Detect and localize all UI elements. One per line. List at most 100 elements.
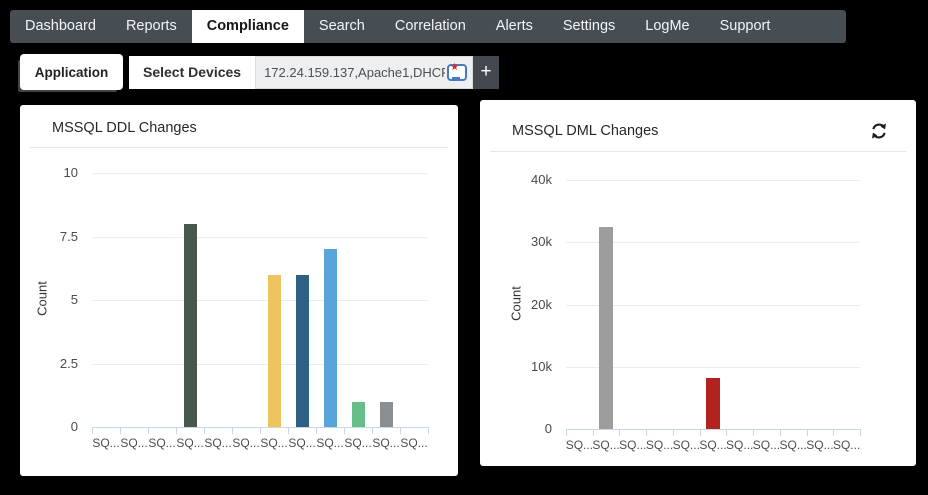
x-tick-mark — [592, 429, 594, 436]
x-category-label: SQ... — [832, 438, 861, 452]
bar[interactable] — [706, 377, 720, 429]
select-devices-button[interactable]: Select Devices — [129, 55, 256, 89]
panel-head: MSSQL DDL Changes — [20, 105, 458, 145]
main-nav: Dashboard Reports Compliance Search Corr… — [10, 10, 846, 43]
nav-tab-settings[interactable]: Settings — [562, 18, 616, 34]
x-tick-mark — [619, 429, 621, 436]
bar[interactable] — [295, 274, 309, 427]
x-tick-mark — [833, 429, 835, 436]
y-tick-label: 20k — [531, 296, 552, 312]
nav-tab-search[interactable]: Search — [318, 18, 365, 34]
y-tick-label: 2.5 — [59, 355, 78, 371]
x-category-label: SQ... — [400, 436, 428, 450]
bar[interactable] — [323, 249, 337, 427]
x-tick-mark — [726, 429, 728, 436]
x-tick-mark — [344, 427, 345, 434]
x-tick-mark — [646, 429, 648, 436]
y-tick-label: 40k — [531, 172, 552, 187]
y-tick-label: 30k — [531, 234, 552, 250]
x-category-label: SQ... — [288, 436, 316, 450]
x-tick-mark — [120, 427, 121, 434]
bar[interactable] — [379, 401, 393, 427]
panel-mssql-ddl-changes: MSSQL DDL Changes Count 0 2.5 5 7.5 10 SQ... SQ… — [20, 105, 458, 476]
nav-tab-correlation[interactable]: Correlation — [394, 18, 466, 34]
x-category-label: SQ... — [316, 436, 344, 450]
x-tick-mark — [176, 427, 177, 434]
gridline — [566, 180, 860, 181]
gridline — [92, 300, 428, 301]
gridline — [566, 366, 860, 368]
nav-tab-reports[interactable]: Reports — [125, 18, 177, 34]
x-tick-mark — [699, 429, 701, 436]
x-category-label: SQ... — [779, 438, 807, 452]
x-category-label: SQ... — [260, 436, 288, 450]
nav-tab-support[interactable]: Support — [719, 18, 771, 34]
bar-chart-dml: Count 0 10k 20k 30k 40k SQ... SQ... SQ... SQ... SQ… — [480, 152, 916, 466]
x-category-label: SQ... — [699, 438, 727, 452]
y-tick-label: 5 — [70, 292, 78, 307]
nav-tab-dashboard[interactable]: Dashboard — [25, 18, 96, 34]
x-tick-mark — [779, 429, 781, 436]
device-filter-value: 172.24.159.137,Apache1,DHCP-Wind — [264, 64, 445, 80]
x-category-label: SQ... — [752, 438, 781, 452]
x-tick-mark — [288, 427, 289, 434]
bar[interactable] — [183, 223, 197, 427]
bar[interactable] — [351, 401, 365, 427]
x-axis-line — [566, 429, 860, 430]
x-category-label: SQ... — [204, 436, 232, 450]
x-category-label: SQ... — [726, 438, 754, 452]
refresh-icon[interactable] — [870, 122, 888, 140]
x-tick-mark — [753, 429, 755, 436]
x-tick-mark — [260, 427, 261, 434]
nav-tab-alerts[interactable]: Alerts — [495, 18, 533, 34]
divider — [30, 147, 448, 148]
chart-title-dml: MSSQL DML Changes — [512, 122, 659, 139]
bar-chart-ddl: Count 0 2.5 5 7.5 10 SQ... SQ... SQ... SQ... SQ...… — [20, 153, 458, 476]
x-tick-mark — [232, 427, 233, 434]
x-tick-mark — [316, 427, 317, 434]
application-button[interactable]: Application — [20, 54, 123, 90]
x-tick-mark — [566, 429, 567, 436]
device-filter-input[interactable]: 172.24.159.137,Apache1,DHCP-Wind ★ — [255, 55, 474, 89]
filter-bar: Application Select Devices 172.24.159.13… — [20, 54, 500, 90]
x-tick-mark — [400, 427, 401, 434]
bar[interactable] — [267, 274, 281, 427]
x-category-label: SQ... — [672, 438, 700, 452]
gridline — [566, 304, 860, 306]
x-category-label: SQ... — [372, 436, 400, 450]
bar[interactable] — [599, 226, 614, 429]
gridline — [566, 242, 860, 244]
add-device-button[interactable]: + — [473, 55, 500, 89]
x-category-label: SQ... — [92, 436, 120, 450]
x-tick-mark — [860, 429, 861, 436]
y-tick-label: 0 — [70, 419, 78, 434]
x-category-label: SQ... — [148, 436, 176, 450]
y-tick-label: 10 — [63, 165, 78, 180]
x-category-label: SQ... — [592, 438, 620, 452]
chart-title-ddl: MSSQL DDL Changes — [52, 120, 197, 136]
gridline — [92, 173, 428, 174]
x-tick-mark — [672, 429, 674, 436]
divider — [490, 151, 906, 152]
device-group-star-icon[interactable]: ★ — [447, 62, 468, 81]
x-tick-mark — [204, 427, 205, 434]
x-category-label: SQ... — [120, 436, 148, 450]
x-category-label: SQ... — [344, 436, 372, 450]
x-category-label: SQ... — [232, 436, 260, 450]
panel-mssql-dml-changes: MSSQL DML Changes Count 0 10k 20k 30k 40k SQ..… — [480, 100, 916, 466]
gridline — [92, 236, 428, 238]
x-category-label: SQ... — [619, 438, 647, 452]
y-tick-label: 7.5 — [59, 228, 78, 244]
x-tick-mark — [92, 427, 93, 434]
x-category-label: SQ... — [176, 436, 204, 450]
y-tick-label: 0 — [544, 421, 552, 436]
x-tick-mark — [148, 427, 149, 434]
panel-head: MSSQL DML Changes — [480, 100, 916, 149]
gridline — [92, 363, 428, 365]
x-tick-mark — [806, 429, 808, 436]
x-tick-mark — [372, 427, 373, 434]
nav-tab-logme[interactable]: LogMe — [645, 18, 690, 34]
nav-tab-compliance[interactable]: Compliance — [191, 10, 304, 43]
x-tick-mark — [428, 427, 429, 434]
